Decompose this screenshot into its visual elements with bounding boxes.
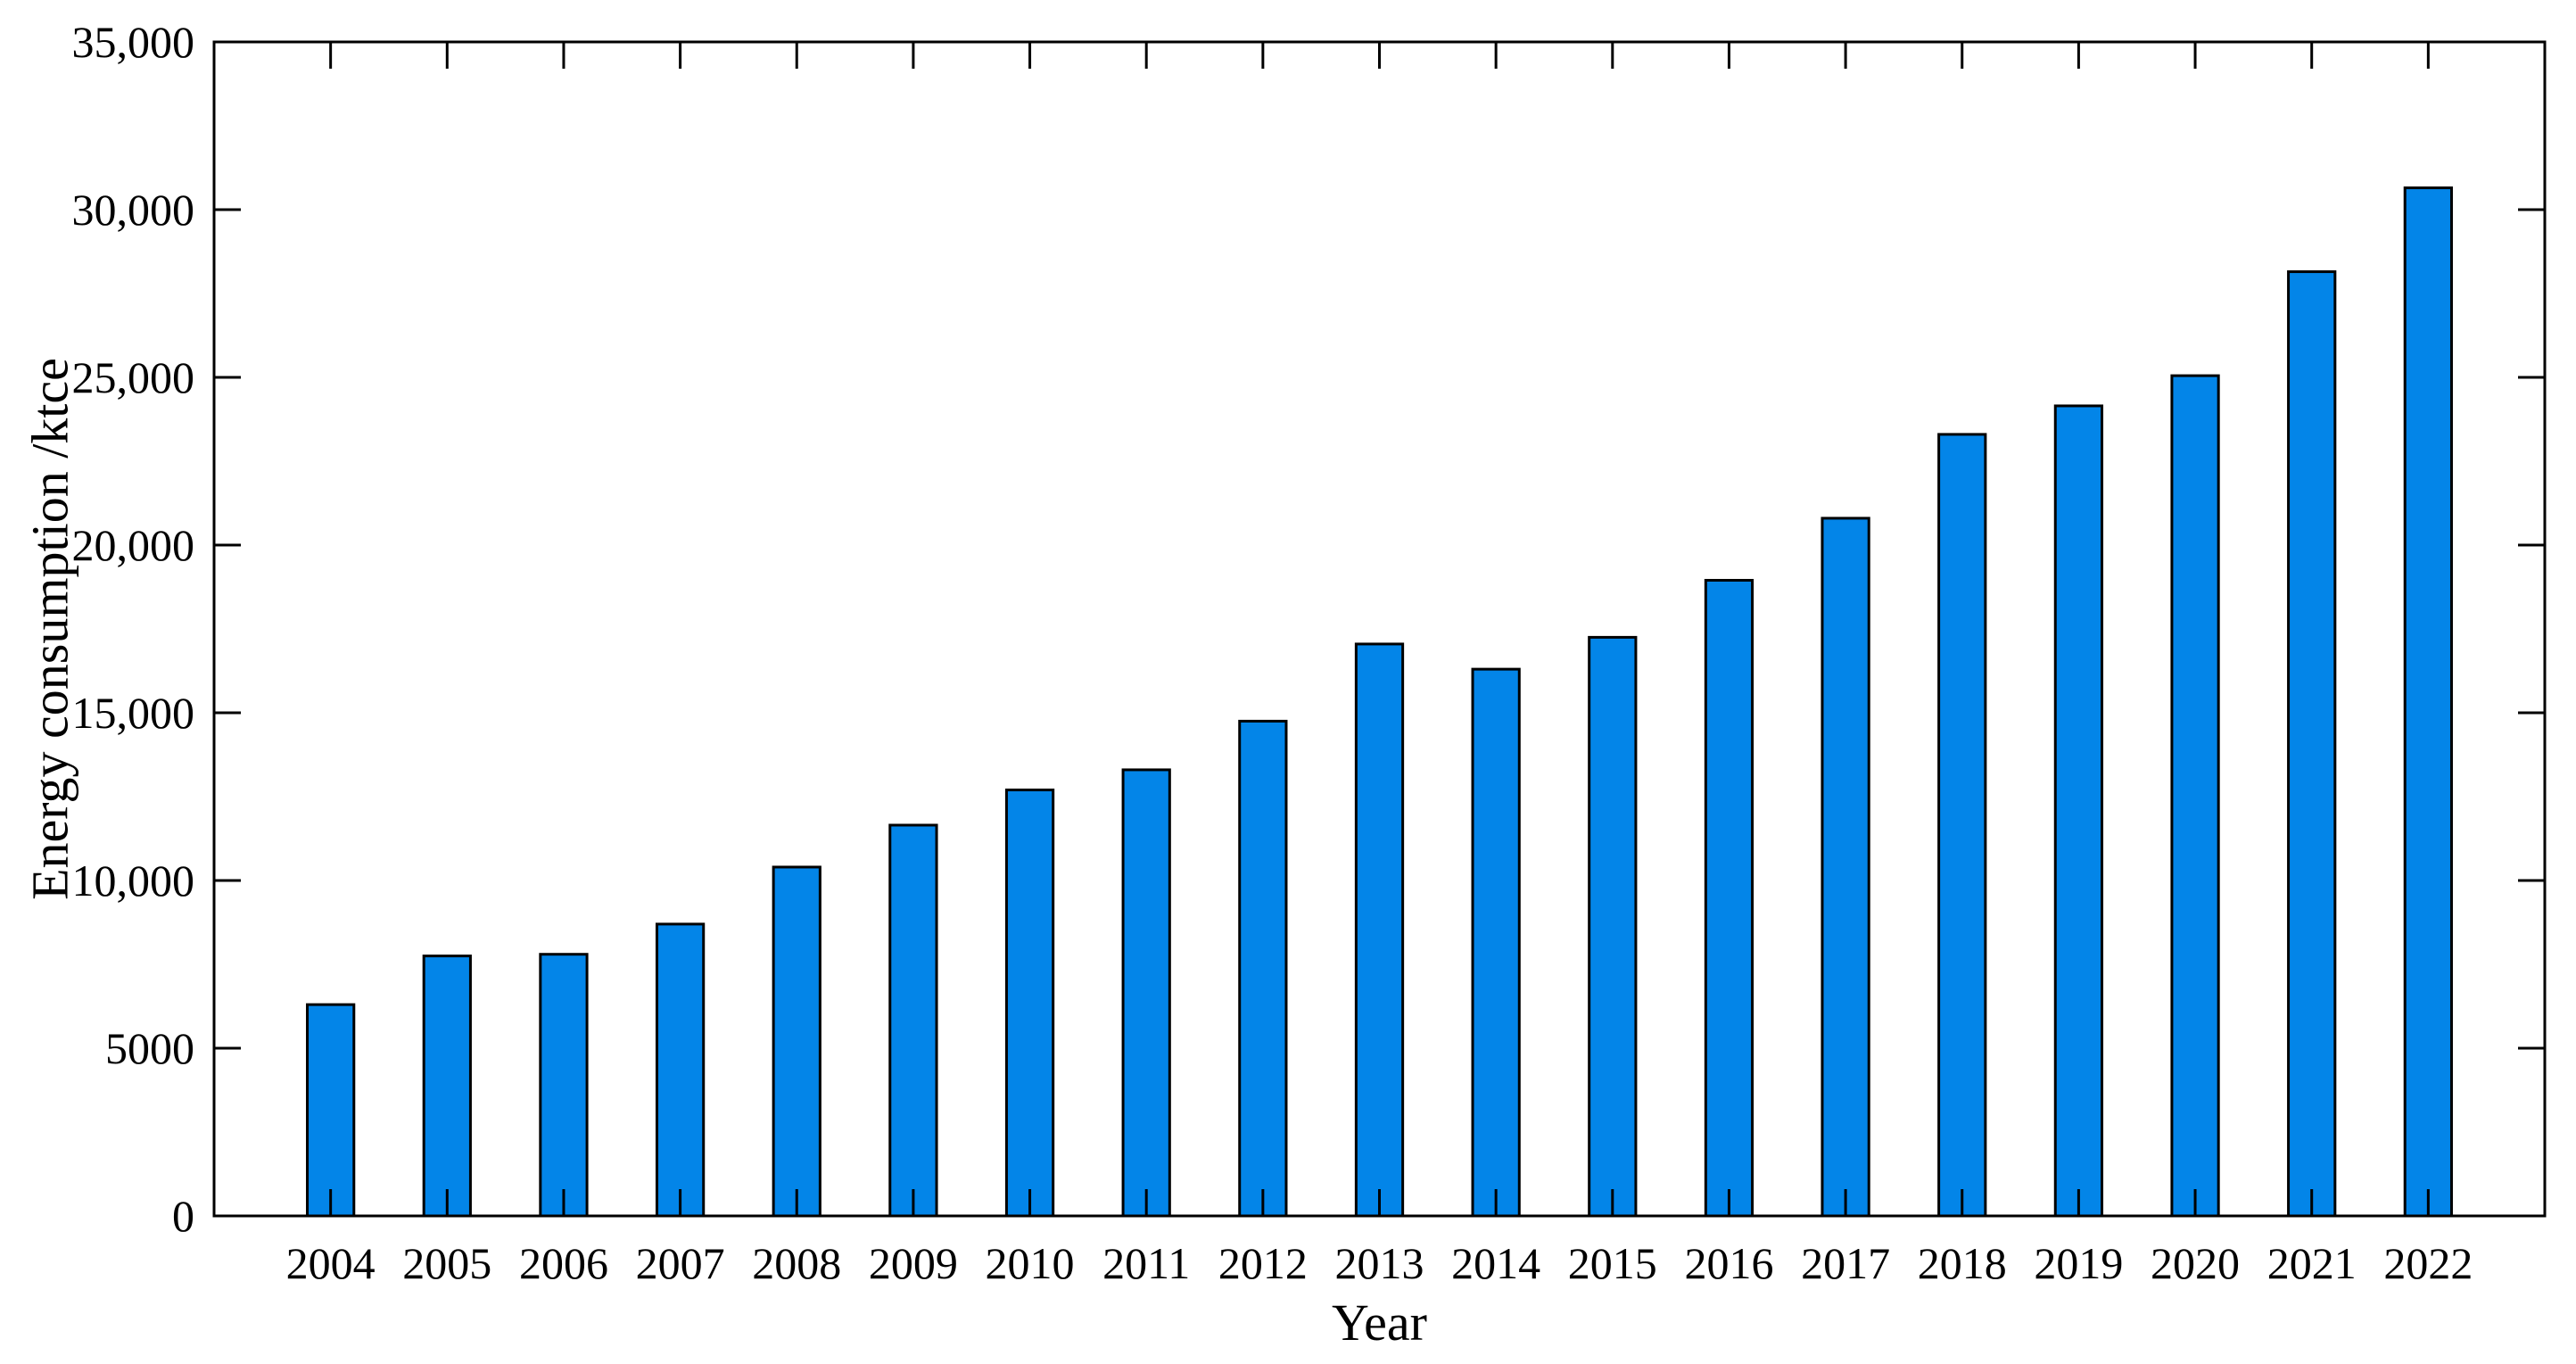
bar-2006 xyxy=(539,953,589,1218)
x-tick-label-2005: 2005 xyxy=(402,1238,491,1288)
y-tick-label-5000: 5000 xyxy=(105,1023,194,1073)
y-tick-label-20000: 20,000 xyxy=(72,520,195,570)
x-tick-label-2021: 2021 xyxy=(2267,1238,2357,1288)
y-tick-label-25000: 25,000 xyxy=(72,352,195,402)
x-tick-label-2011: 2011 xyxy=(1102,1238,1190,1288)
bar-2009 xyxy=(888,823,938,1218)
x-tick-label-2014: 2014 xyxy=(1451,1238,1540,1288)
bar-2010 xyxy=(1004,788,1055,1218)
x-tick-label-2019: 2019 xyxy=(2034,1238,2123,1288)
bar-2016 xyxy=(1704,578,1754,1218)
x-tick-label-2015: 2015 xyxy=(1568,1238,1657,1288)
bar-2022 xyxy=(2403,186,2453,1218)
bar-2019 xyxy=(2053,404,2104,1218)
bar-2021 xyxy=(2287,270,2337,1218)
bar-2005 xyxy=(422,955,472,1218)
bar-2007 xyxy=(655,922,706,1218)
bar-2008 xyxy=(772,865,822,1218)
bar-2020 xyxy=(2170,374,2220,1218)
x-tick-label-2008: 2008 xyxy=(752,1238,841,1288)
bars-layer xyxy=(306,186,2453,1218)
x-tick-label-2013: 2013 xyxy=(1335,1238,1424,1288)
x-tick-label-2020: 2020 xyxy=(2151,1238,2240,1288)
x-tick-label-2018: 2018 xyxy=(1918,1238,2007,1288)
bar-2004 xyxy=(306,1003,356,1218)
bar-2013 xyxy=(1354,642,1405,1218)
y-tick-label-10000: 10,000 xyxy=(72,856,195,905)
ticks-layer xyxy=(214,42,2545,1216)
y-tick-label-30000: 30,000 xyxy=(72,185,195,235)
x-tick-label-2004: 2004 xyxy=(286,1238,376,1288)
bar-2015 xyxy=(1588,635,1638,1218)
y-tick-label-15000: 15,000 xyxy=(72,688,195,738)
bar-2011 xyxy=(1121,768,1171,1218)
y-axis-title: Energy consumption /ktce xyxy=(21,358,78,900)
x-tick-label-2022: 2022 xyxy=(2383,1238,2473,1288)
x-axis-title: Year xyxy=(1332,1294,1427,1352)
bar-2017 xyxy=(1821,517,1870,1218)
plot-frame xyxy=(212,40,2547,1218)
x-tick-label-2009: 2009 xyxy=(869,1238,958,1288)
bar-2012 xyxy=(1238,719,1288,1218)
x-tick-label-2010: 2010 xyxy=(986,1238,1075,1288)
bar-2018 xyxy=(1937,433,1987,1218)
x-tick-label-2017: 2017 xyxy=(1801,1238,1890,1288)
x-tick-label-2012: 2012 xyxy=(1218,1238,1308,1288)
x-tick-label-2016: 2016 xyxy=(1684,1238,1773,1288)
bar-2014 xyxy=(1471,667,1521,1218)
y-tick-label-0: 0 xyxy=(172,1191,194,1241)
x-tick-label-2006: 2006 xyxy=(519,1238,608,1288)
y-tick-label-35000: 35,000 xyxy=(72,17,195,67)
labels-layer: 2004 2005 2006 2007 2008 2009 2010 2011 2012 2013… xyxy=(72,17,2473,1288)
x-tick-label-2007: 2007 xyxy=(636,1238,725,1288)
